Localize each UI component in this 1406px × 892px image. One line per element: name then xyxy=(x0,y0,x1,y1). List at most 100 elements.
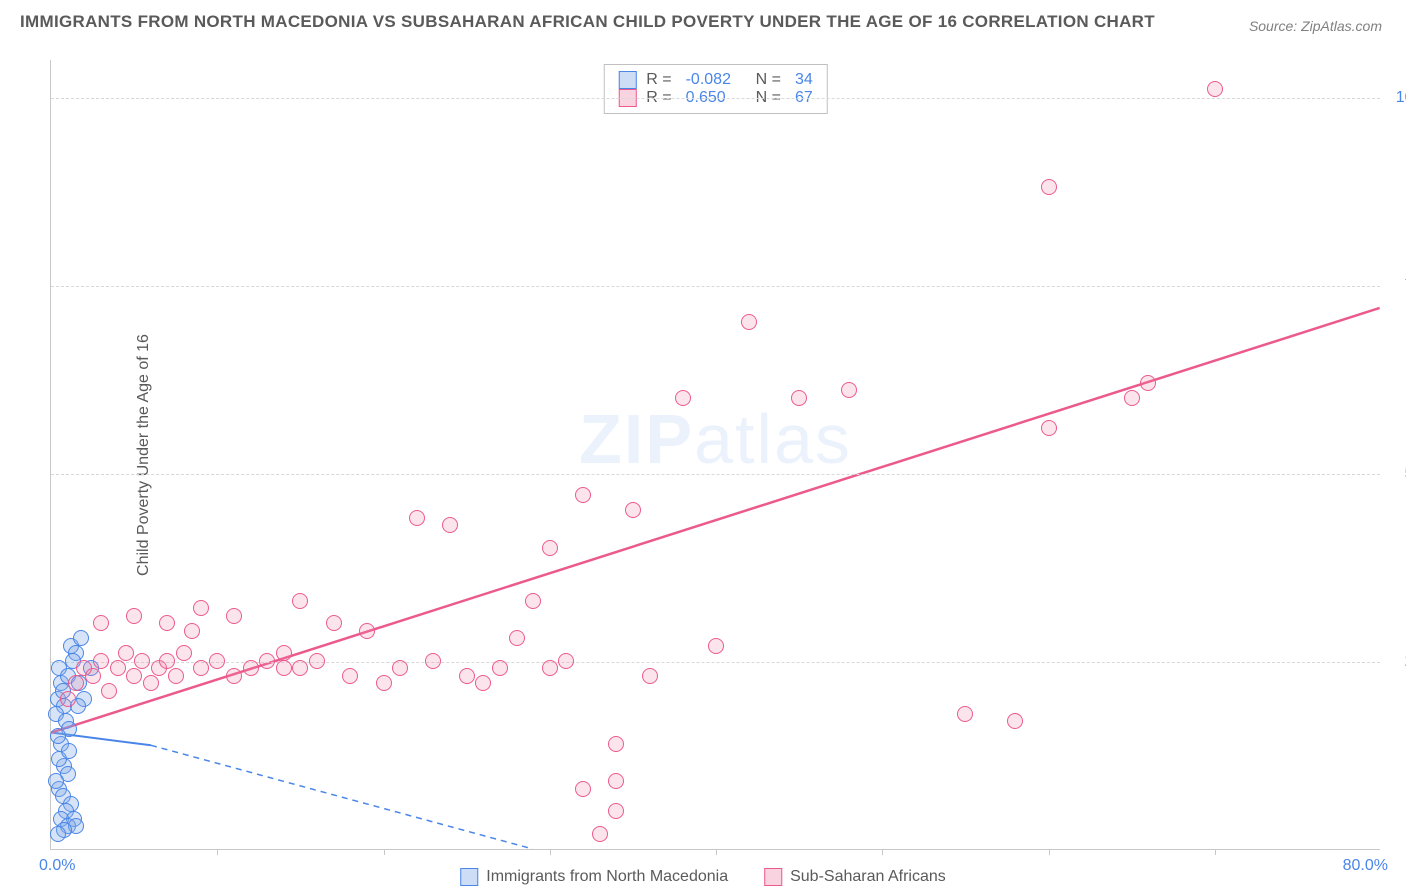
data-point xyxy=(134,653,150,669)
y-tick-label: 25.0% xyxy=(1390,653,1406,671)
data-point xyxy=(126,668,142,684)
data-point xyxy=(326,615,342,631)
data-point xyxy=(193,600,209,616)
legend-row: R =-0.082N =34 xyxy=(618,71,812,89)
data-point xyxy=(392,660,408,676)
data-point xyxy=(193,660,209,676)
data-point xyxy=(309,653,325,669)
data-point xyxy=(50,728,66,744)
data-point xyxy=(575,487,591,503)
data-point xyxy=(625,502,641,518)
watermark: ZIPatlas xyxy=(579,399,852,479)
legend-swatch xyxy=(460,868,478,886)
data-point xyxy=(342,668,358,684)
data-point xyxy=(243,660,259,676)
data-point xyxy=(791,390,807,406)
x-tick-mark xyxy=(550,849,551,855)
data-point xyxy=(143,675,159,691)
data-point xyxy=(957,706,973,722)
data-point xyxy=(60,691,76,707)
data-point xyxy=(168,668,184,684)
data-point xyxy=(359,623,375,639)
data-point xyxy=(475,675,491,691)
data-point xyxy=(675,390,691,406)
x-axis-max: 80.0% xyxy=(1343,857,1388,875)
data-point xyxy=(48,773,64,789)
data-point xyxy=(93,615,109,631)
y-tick-label: 100.0% xyxy=(1390,89,1406,107)
legend-item: Sub-Saharan Africans xyxy=(764,868,946,886)
data-point xyxy=(841,382,857,398)
data-point xyxy=(542,540,558,556)
data-point xyxy=(425,653,441,669)
data-point xyxy=(708,638,724,654)
data-point xyxy=(509,630,525,646)
data-point xyxy=(93,653,109,669)
data-point xyxy=(276,660,292,676)
data-point xyxy=(176,645,192,661)
y-axis-label: Child Poverty Under the Age of 16 xyxy=(135,334,153,576)
data-point xyxy=(126,608,142,624)
data-point xyxy=(1140,375,1156,391)
data-point xyxy=(409,510,425,526)
data-point xyxy=(292,593,308,609)
legend-swatch xyxy=(618,71,636,89)
legend-label: Immigrants from North Macedonia xyxy=(486,868,728,886)
data-point xyxy=(68,675,84,691)
y-tick-label: 75.0% xyxy=(1390,277,1406,295)
x-tick-mark xyxy=(384,849,385,855)
gridline xyxy=(51,286,1380,287)
data-point xyxy=(492,660,508,676)
x-tick-mark xyxy=(1049,849,1050,855)
trend-lines xyxy=(51,60,1380,849)
data-point xyxy=(209,653,225,669)
data-point xyxy=(276,645,292,661)
data-point xyxy=(376,675,392,691)
data-point xyxy=(608,773,624,789)
data-point xyxy=(101,683,117,699)
data-point xyxy=(259,653,275,669)
data-point xyxy=(226,608,242,624)
legend-series: Immigrants from North Macedonia Sub-Sahar… xyxy=(460,868,946,886)
data-point xyxy=(110,660,126,676)
data-point xyxy=(575,781,591,797)
data-point xyxy=(1207,81,1223,97)
data-point xyxy=(1124,390,1140,406)
data-point xyxy=(118,645,134,661)
chart-title: IMMIGRANTS FROM NORTH MACEDONIA VS SUBSA… xyxy=(20,12,1155,32)
y-tick-label: 50.0% xyxy=(1390,465,1406,483)
data-point xyxy=(459,668,475,684)
data-point xyxy=(741,314,757,330)
data-point xyxy=(542,660,558,676)
data-point xyxy=(73,630,89,646)
data-point xyxy=(50,826,66,842)
scatter-plot: Child Poverty Under the Age of 16 0.0% 8… xyxy=(50,60,1380,850)
data-point xyxy=(608,803,624,819)
data-point xyxy=(61,743,77,759)
x-axis-origin: 0.0% xyxy=(39,857,75,875)
legend-item: Immigrants from North Macedonia xyxy=(460,868,728,886)
x-tick-mark xyxy=(716,849,717,855)
legend-swatch xyxy=(764,868,782,886)
data-point xyxy=(292,660,308,676)
legend-correlation: R =-0.082N =34R =0.650N =67 xyxy=(603,64,827,114)
data-point xyxy=(592,826,608,842)
data-point xyxy=(1041,420,1057,436)
gridline xyxy=(51,474,1380,475)
data-point xyxy=(608,736,624,752)
data-point xyxy=(1007,713,1023,729)
legend-label: Sub-Saharan Africans xyxy=(790,868,946,886)
data-point xyxy=(525,593,541,609)
data-point xyxy=(159,615,175,631)
data-point xyxy=(558,653,574,669)
x-tick-mark xyxy=(1215,849,1216,855)
data-point xyxy=(85,668,101,684)
data-point xyxy=(159,653,175,669)
data-point xyxy=(442,517,458,533)
data-point xyxy=(184,623,200,639)
data-point xyxy=(1041,179,1057,195)
data-point xyxy=(226,668,242,684)
source-label: Source: ZipAtlas.com xyxy=(1249,18,1382,34)
data-point xyxy=(642,668,658,684)
gridline xyxy=(51,98,1380,99)
